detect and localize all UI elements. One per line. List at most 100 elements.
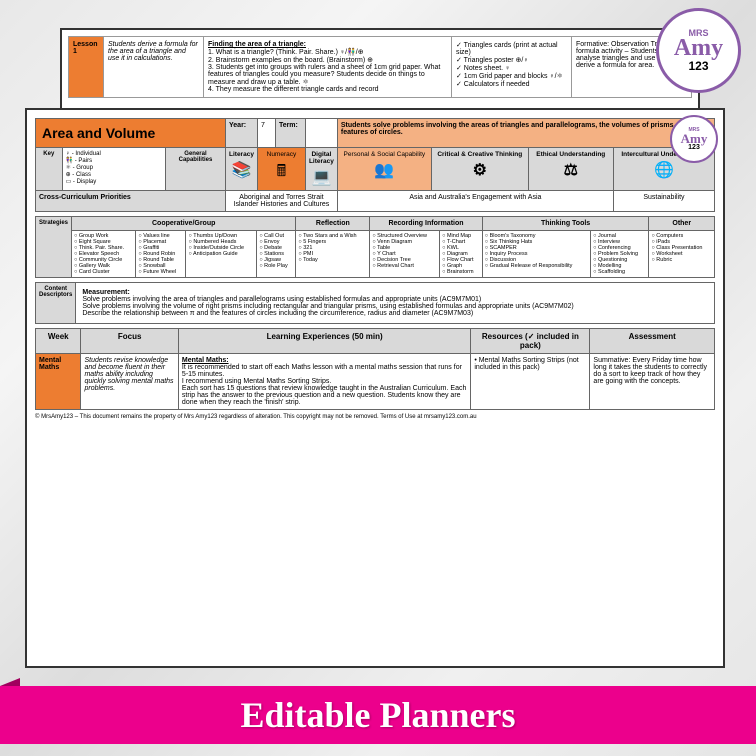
- cap-literacy: Literacy 📚: [226, 148, 258, 191]
- mental-assessment: Summative: Every Friday time how long it…: [590, 354, 715, 410]
- week-table: Week Focus Learning Experiences (50 min)…: [35, 328, 715, 410]
- brand-logo: MRS Amy 123: [656, 8, 741, 93]
- step-1: 1. What is a triangle? (Think. Pair. Sha…: [208, 49, 364, 56]
- header-table: Area and Volume Year: 7 Term: Students s…: [35, 118, 715, 212]
- cap-numeracy-t: Numeracy: [267, 151, 297, 158]
- key-items: ♀ - Individual 👫 - Pairs ⚛ - Group ⊕ - C…: [62, 148, 165, 191]
- key-2: ⚛ - Group: [66, 165, 93, 171]
- mental-learning: Mental Maths: It is recommended to start…: [178, 354, 470, 410]
- key-label: Key: [36, 148, 63, 191]
- banner: Editable Planners: [0, 686, 756, 744]
- lesson-resources: ✓ Triangles cards (print at actual size)…: [452, 37, 572, 98]
- unit-title: Area and Volume: [36, 119, 226, 148]
- people-icon: 👥: [341, 160, 428, 180]
- key-0: ♀ - Individual: [66, 151, 101, 157]
- mental-maths-cell: Mental Maths: [36, 354, 81, 410]
- cap-ethical: Ethical Understanding ⚖: [528, 148, 613, 191]
- content-label: Content Descriptors: [36, 283, 76, 324]
- step-4: 4. They measure the different triangle c…: [208, 86, 379, 93]
- content-2: Describe the relationship between π and …: [82, 310, 473, 317]
- cap-literacy-t: Literacy: [229, 151, 254, 158]
- ccp-1: Aboriginal and Torres Strait Islander Hi…: [226, 191, 338, 212]
- small-logo: MRS Amy 123: [670, 115, 718, 163]
- mental-title: Mental Maths:: [182, 357, 229, 364]
- small-logo-123: 123: [688, 144, 700, 151]
- globe-icon: 🌐: [617, 160, 711, 180]
- banner-text: Editable Planners: [240, 694, 515, 736]
- strat-col-0: Group WorkEight SquareThink. Pair. Share…: [72, 231, 136, 278]
- strat-col-2: Thumbs Up/DownNumbered HeadsInside/Outsi…: [186, 231, 257, 278]
- step-3: 3. Students get into groups with rulers …: [208, 64, 440, 86]
- wh-resources: Resources (✓ included in pack): [471, 329, 590, 354]
- strat-col-5: Structured OverviewVenn DiagramTableY Ch…: [370, 231, 440, 278]
- content-0: Solve problems involving the area of tri…: [82, 296, 481, 303]
- strat-h-coop: Cooperative/Group: [72, 217, 296, 231]
- scale-icon: ⚖: [532, 160, 610, 180]
- cap-social-t: Personal & Social Capability: [344, 151, 426, 158]
- logo-123: 123: [688, 59, 708, 73]
- step-2: 2. Brainstorm examples on the board. (Br…: [208, 57, 373, 64]
- cap-critical: Critical & Creative Thinking ⚙: [431, 148, 528, 191]
- strat-h-other: Other: [649, 217, 715, 231]
- mental-body: It is recommended to start off each Math…: [182, 364, 466, 406]
- wh-learning: Learning Experiences (50 min): [178, 329, 470, 354]
- ccp-2: Asia and Australia's Engagement with Asi…: [337, 191, 613, 212]
- mental-focus: Students revise knowledge and become flu…: [81, 354, 178, 410]
- lesson-table: Lesson 1 Students derive a formula for t…: [68, 36, 692, 98]
- ccp-3: Sustainability: [613, 191, 714, 212]
- cap-numeracy: Numeracy 🖩: [257, 148, 305, 191]
- calculator-icon: 🖩: [261, 160, 302, 187]
- wh-focus: Focus: [81, 329, 178, 354]
- key-4: ▭ - Display: [66, 179, 97, 185]
- strat-h-rec: Recording Information: [370, 217, 482, 231]
- content-title: Measurement:: [82, 289, 129, 296]
- content-descriptors: Measurement: Solve problems involving th…: [76, 283, 715, 324]
- res-0: ✓ Triangles cards (print at actual size): [456, 42, 558, 56]
- res-1: ✓ Triangles poster ⊕/♀: [456, 57, 529, 64]
- res-3: ✓ 1cm Grid paper and blocks ♀/⚛: [456, 73, 563, 80]
- cap-digital: Digital Literacy 💻: [305, 148, 337, 191]
- strategies-row: Group WorkEight SquareThink. Pair. Share…: [36, 231, 715, 278]
- term-value: [305, 119, 337, 148]
- strat-col-3: Call OutEnvoyDebateStationsJigsawRole Pl…: [257, 231, 296, 278]
- key-1: 👫 - Pairs: [66, 158, 92, 164]
- gear-icon: ⚙: [435, 160, 525, 180]
- mental-resources: • Mental Maths Sorting Strips (not inclu…: [471, 354, 590, 410]
- cap-social: Personal & Social Capability 👥: [337, 148, 431, 191]
- copyright-text: © MrsAmy123 – This document remains the …: [35, 414, 715, 420]
- strat-col-4: Two Stars and a Wish5 Fingers321PMIToday: [296, 231, 370, 278]
- content-table: Content Descriptors Measurement: Solve p…: [35, 282, 715, 324]
- ccp-label: Cross-Curriculum Priorities: [36, 191, 226, 212]
- term-label: Term:: [275, 119, 305, 148]
- strat-col-8: JournalInterviewConferencingProblem Solv…: [591, 231, 649, 278]
- res-2: ✓ Notes sheet. ♀: [456, 65, 510, 72]
- res-4: ✓ Calculators if needed: [456, 81, 530, 88]
- key-3: ⊕ - Class: [66, 172, 91, 178]
- gencap-label: General Capabilities: [165, 148, 225, 191]
- logo-amy: Amy: [674, 38, 723, 60]
- laptop-icon: 💻: [309, 167, 334, 187]
- strat-col-9: ComputersiPadsClass PresentationWorkshee…: [649, 231, 715, 278]
- small-logo-amy: Amy: [681, 133, 708, 145]
- cap-ethical-t: Ethical Understanding: [536, 151, 605, 158]
- book-icon: 📚: [229, 160, 254, 180]
- strat-col-6: Mind MapT-ChartKWLDiagramFlow ChartGraph…: [440, 231, 483, 278]
- finding-title: Finding the area of a triangle:: [208, 41, 306, 48]
- strategies-label: Strategies: [36, 217, 72, 278]
- wh-assessment: Assessment: [590, 329, 715, 354]
- year-value: 7: [257, 119, 275, 148]
- lesson-number: Lesson 1: [69, 37, 104, 98]
- strategies-table: Strategies Cooperative/Group Reflection …: [35, 216, 715, 278]
- strat-h-refl: Reflection: [296, 217, 370, 231]
- strat-col-7: Bloom's TaxonomySix Thinking HatsSCAMPER…: [482, 231, 590, 278]
- foreground-page: Area and Volume Year: 7 Term: Students s…: [25, 108, 725, 668]
- cap-digital-t: Digital Literacy: [309, 151, 334, 165]
- cap-critical-t: Critical & Creative Thinking: [437, 151, 522, 158]
- lesson-steps: Finding the area of a triangle: 1. What …: [204, 37, 452, 98]
- year-label: Year:: [226, 119, 258, 148]
- strat-col-1: Values linePlacematGraffitiRound RobinRo…: [136, 231, 186, 278]
- unit-overview: Students solve problems involving the ar…: [337, 119, 714, 148]
- wh-week: Week: [36, 329, 81, 354]
- strat-h-think: Thinking Tools: [482, 217, 649, 231]
- lesson-focus: Students derive a formula for the area o…: [104, 37, 204, 98]
